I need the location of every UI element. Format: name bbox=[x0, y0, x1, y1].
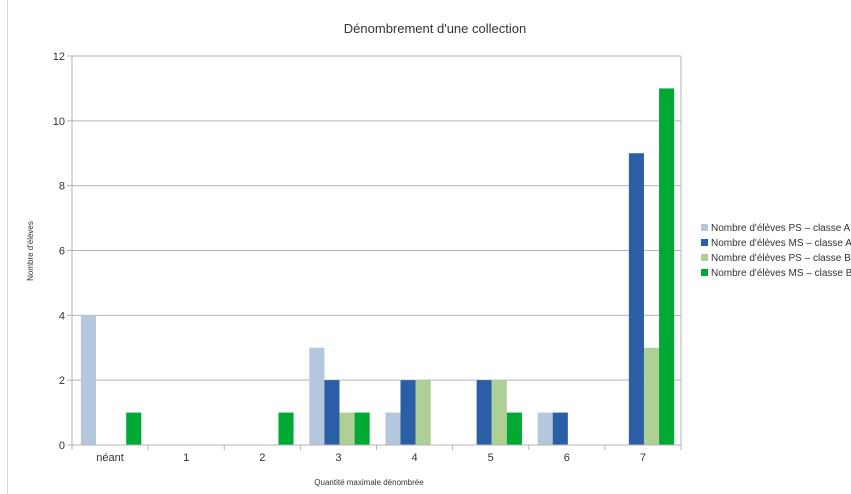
frame-left-border bbox=[7, 0, 8, 494]
bar-1-cat-3 bbox=[309, 347, 325, 445]
bar-2-cat-4 bbox=[400, 380, 416, 445]
bar-2-cat-7 bbox=[628, 153, 644, 445]
x-tick-label: 5 bbox=[488, 452, 494, 464]
y-tick-label: 10 bbox=[53, 116, 65, 128]
legend-swatch-4 bbox=[701, 269, 708, 276]
bar-3-cat-4 bbox=[415, 380, 431, 445]
bar-1-cat-6 bbox=[537, 412, 553, 445]
x-tick-label: néant bbox=[96, 452, 124, 464]
x-axis-label: Quantité maximale dénombrée bbox=[314, 478, 424, 487]
bar-4-cat-3 bbox=[354, 412, 370, 445]
bar-1-cat-4 bbox=[385, 412, 401, 445]
y-tick-label: 0 bbox=[59, 440, 65, 452]
legend-label-1: Nombre d'élèves PS – classe A bbox=[711, 223, 851, 234]
bar-4-cat-7 bbox=[659, 88, 675, 446]
legend: Nombre d'élèves PS – classe A Nombre d'él… bbox=[701, 223, 851, 279]
chart-title: Dénombrement d'une collection bbox=[344, 21, 526, 36]
x-tick-label: 1 bbox=[183, 452, 189, 464]
legend-swatch-3 bbox=[701, 254, 708, 261]
bar-3-cat-7 bbox=[643, 347, 660, 445]
legend-label-4: Nombre d'élèves MS – classe B bbox=[711, 268, 851, 279]
legend-swatch-2 bbox=[701, 239, 708, 246]
x-tick-label: 7 bbox=[640, 452, 646, 464]
bars bbox=[80, 88, 675, 446]
bar-3-cat-3 bbox=[339, 412, 355, 445]
y-tick-label: 8 bbox=[59, 181, 65, 193]
y-tick-label: 6 bbox=[59, 246, 65, 258]
y-tick-label: 12 bbox=[53, 51, 65, 63]
bar-2-cat-6 bbox=[552, 412, 568, 445]
legend-label-2: Nombre d'élèves MS – classe A bbox=[711, 238, 851, 249]
bar-1-cat-0 bbox=[80, 315, 96, 445]
x-tick-labels: néant 1 2 3 4 5 6 7 bbox=[96, 452, 646, 464]
axes bbox=[71, 55, 682, 450]
x-tick-label: 4 bbox=[412, 452, 418, 464]
y-tick-labels: 0 2 4 6 8 10 12 bbox=[53, 51, 65, 452]
y-tick-label: 4 bbox=[59, 310, 65, 322]
y-tick-label: 2 bbox=[59, 375, 65, 387]
x-tick-label: 6 bbox=[564, 452, 570, 464]
x-tick-label: 2 bbox=[259, 452, 265, 464]
y-axis-label: Nombre d'élèves bbox=[26, 221, 35, 281]
bar-4-cat-2 bbox=[278, 412, 294, 445]
grid bbox=[67, 55, 681, 446]
bar-2-cat-5 bbox=[476, 380, 492, 445]
legend-swatch-1 bbox=[701, 224, 708, 231]
bar-2-cat-3 bbox=[324, 380, 340, 445]
bar-4-cat-5 bbox=[506, 412, 522, 445]
bar-3-cat-5 bbox=[491, 380, 507, 445]
bar-4-cat-0 bbox=[126, 412, 142, 445]
legend-label-3: Nombre d'élèves PS – classe B bbox=[711, 253, 851, 264]
x-tick-label: 3 bbox=[335, 452, 341, 464]
